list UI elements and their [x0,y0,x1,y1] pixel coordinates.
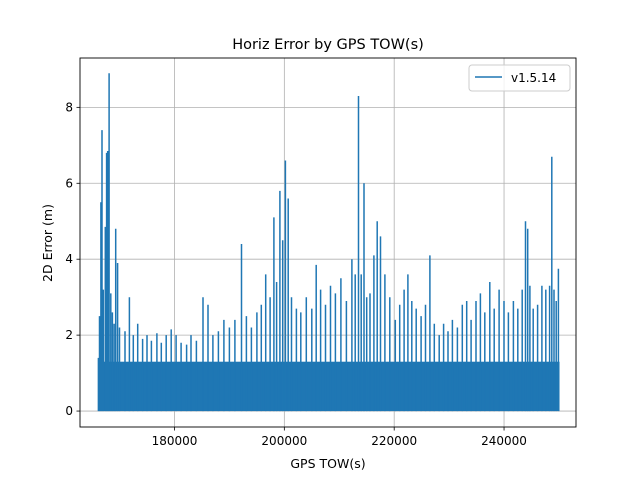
data-layer [97,73,560,412]
x-tick-label: 180000 [152,434,198,448]
y-tick-label: 8 [65,100,73,114]
series-line-v1-5-14 [97,73,560,412]
y-axis-label: 2D Error (m) [40,204,55,282]
y-tick-label: 2 [65,328,73,342]
tick-layer: 180000 200000 220000 240000 0 2 4 6 8 [65,100,527,448]
x-tick-label: 220000 [371,434,417,448]
legend-box [468,64,571,92]
legend-entry-label: v1.5.14 [511,71,556,85]
chart-title: Horiz Error by GPS TOW(s) [232,37,424,53]
y-tick-label: 4 [65,252,73,266]
plot-frame [79,57,577,428]
x-tick-label: 200000 [261,434,307,448]
x-axis-label: GPS TOW(s) [290,456,365,471]
x-tick-label: 240000 [481,434,527,448]
grid-layer [80,58,576,427]
y-tick-label: 6 [65,176,73,190]
y-tick-label: 0 [65,404,73,418]
series-dense-band [98,361,560,412]
legend: v1.5.14 [468,64,571,92]
